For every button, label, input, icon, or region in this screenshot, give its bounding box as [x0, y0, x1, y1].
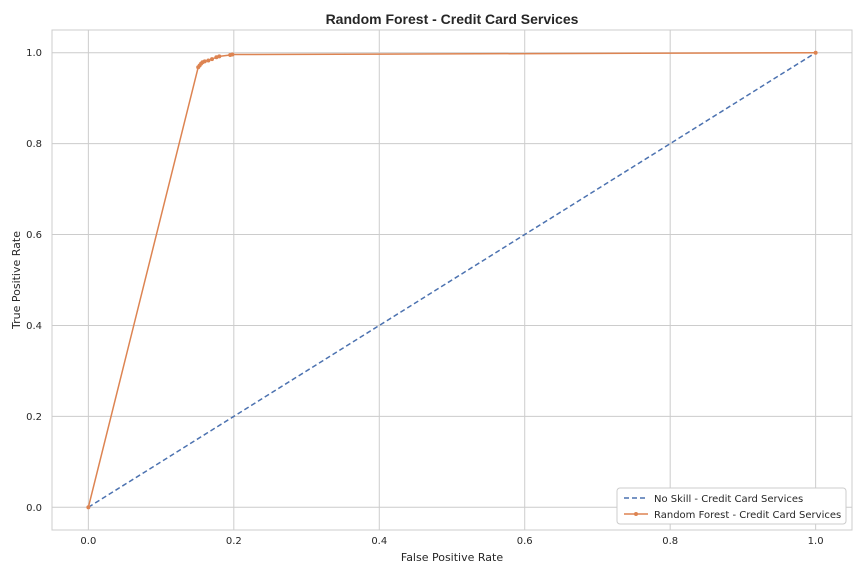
x-tick-label: 0.0 — [80, 536, 96, 547]
random-forest-point — [202, 59, 207, 64]
x-tick-label: 0.2 — [226, 536, 242, 547]
y-tick-label: 0.6 — [26, 230, 42, 241]
legend-label-no-skill: No Skill - Credit Card Services — [654, 494, 803, 505]
y-tick-label: 0.2 — [26, 412, 42, 423]
y-tick-label: 0.0 — [26, 503, 42, 514]
random-forest-point — [813, 50, 818, 55]
x-tick-label: 1.0 — [808, 536, 824, 547]
y-tick-label: 0.8 — [26, 139, 42, 150]
random-forest-point — [230, 52, 235, 57]
random-forest-point — [217, 54, 222, 59]
random-forest-point — [210, 57, 214, 62]
legend: No Skill - Credit Card Services Random F… — [616, 487, 847, 525]
plot-frame — [51, 29, 853, 531]
y-tick-label: 1.0 — [26, 48, 42, 59]
chart-title: Random Forest - Credit Card Services — [326, 11, 579, 27]
x-axis-label: False Positive Rate — [401, 551, 503, 564]
y-tick-label: 0.4 — [26, 321, 42, 332]
legend-marker-random-forest — [634, 512, 638, 516]
random-forest-point — [206, 58, 211, 63]
x-tick-label: 0.8 — [662, 536, 678, 547]
x-tick-labels: 0.0 0.2 0.4 0.6 0.8 1.0 — [80, 536, 823, 547]
legend-label-random-forest: Random Forest - Credit Card Services — [654, 510, 841, 521]
series-layer — [86, 50, 818, 510]
grid-layer — [52, 30, 852, 530]
no-skill-line — [87, 52, 817, 508]
random-forest-point — [86, 505, 91, 510]
x-tick-label: 0.6 — [517, 536, 533, 547]
y-axis-label: True Positive Rate — [10, 231, 23, 330]
y-tick-labels: 0.0 0.2 0.4 0.6 0.8 1.0 — [26, 48, 42, 514]
legend-box — [616, 487, 847, 525]
x-tick-label: 0.4 — [371, 536, 387, 547]
